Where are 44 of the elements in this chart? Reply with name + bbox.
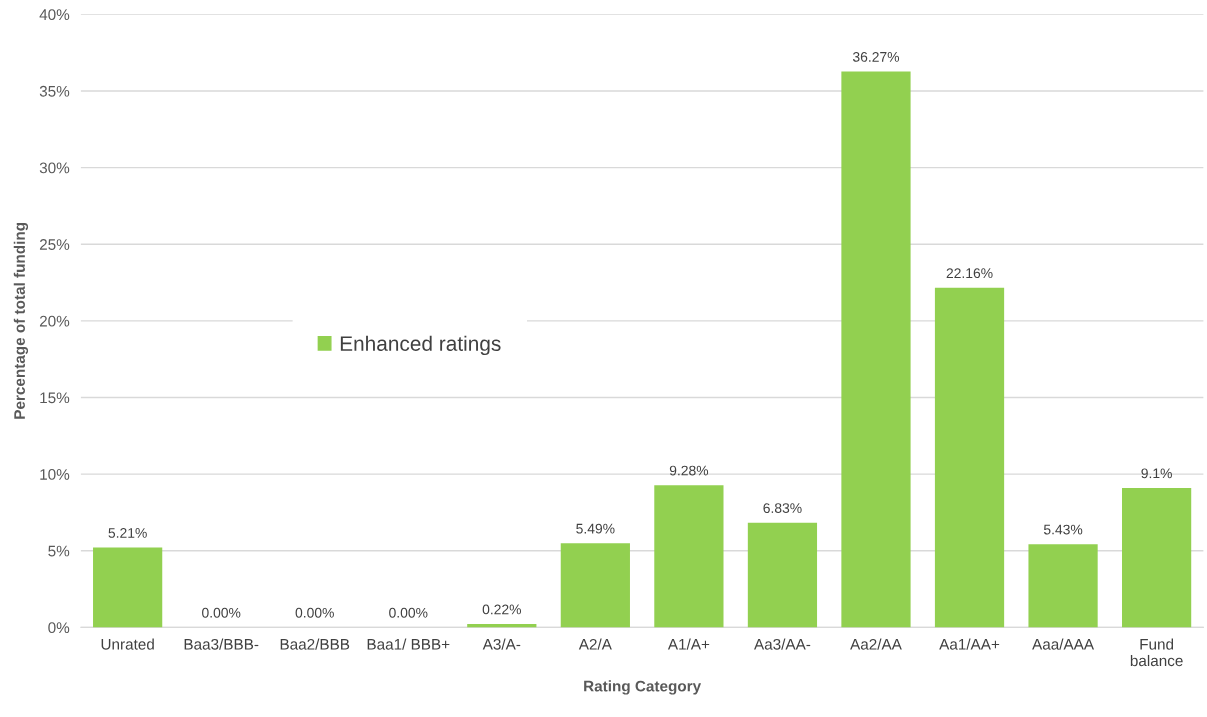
y-tick-label: 20% xyxy=(39,315,70,327)
x-tick-label: Fund balance xyxy=(1130,638,1183,667)
data-label: 5.21% xyxy=(108,528,147,538)
x-tick-label: A2/A xyxy=(578,638,612,650)
x-tick-label: A1/A+ xyxy=(667,638,710,650)
x-tick-label: A3/A- xyxy=(482,638,521,650)
y-tick-label: 30% xyxy=(39,162,70,174)
data-label: 0.00% xyxy=(295,607,334,618)
data-label: 9.28% xyxy=(669,465,709,476)
x-tick-label: Aa3/AA- xyxy=(754,638,811,650)
bar xyxy=(1028,544,1098,628)
x-tick-label: Aaa/AAA xyxy=(1032,638,1095,650)
y-tick-label: 10% xyxy=(40,468,70,480)
data-label: 0.22% xyxy=(482,604,522,615)
bar xyxy=(560,543,630,628)
data-label: 0.00% xyxy=(202,607,241,618)
data-label: 0.00% xyxy=(389,607,428,618)
x-tick-label: Aa2/AA xyxy=(850,638,902,650)
data-label: 5.49% xyxy=(576,523,615,534)
data-label: 6.83% xyxy=(763,503,802,514)
x-tick-label: Aa1/AA+ xyxy=(939,638,1000,650)
bar xyxy=(841,71,911,628)
x-tick-label: Unrated xyxy=(101,638,154,650)
x-tick-label: Baa1/ BBB+ xyxy=(367,638,450,650)
legend-label: Enhanced ratings xyxy=(340,335,501,356)
x-tick-label: Baa3/BBB- xyxy=(184,638,259,650)
bar xyxy=(1122,487,1192,628)
y-tick-label: 15% xyxy=(40,392,70,404)
y-tick-label: 5% xyxy=(48,545,70,557)
y-tick-label: 40% xyxy=(39,9,70,21)
data-label: 36.27% xyxy=(852,51,900,62)
y-axis-title: Percentage of total funding xyxy=(13,222,29,419)
bar xyxy=(93,547,163,628)
x-tick-label: Baa2/BBB xyxy=(280,638,350,650)
bar xyxy=(934,287,1005,628)
data-label: 9.1% xyxy=(1141,468,1172,479)
y-tick-label: 0% xyxy=(48,622,70,634)
x-axis-title: Rating Category xyxy=(584,680,702,695)
y-tick-label: 25% xyxy=(39,239,70,250)
bar xyxy=(747,522,818,628)
data-label: 5.43% xyxy=(1043,524,1083,535)
bar xyxy=(654,485,724,628)
y-tick-label: 35% xyxy=(39,85,70,97)
data-label: 22.16% xyxy=(946,268,993,279)
